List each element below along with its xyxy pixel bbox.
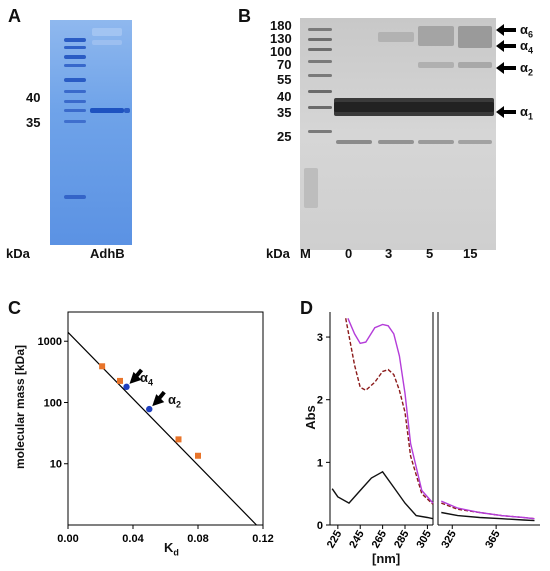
chart-d-series-line [441, 500, 535, 520]
chart-c-annotation-arrowhead [129, 371, 142, 384]
arrow-alpha4 [496, 40, 516, 52]
arrow-alpha1 [496, 106, 516, 118]
chart-d-ytick-label: 1 [317, 457, 323, 469]
marker-label-130: 130 [270, 31, 292, 46]
chart-c-point [123, 383, 130, 391]
chart-d-xlabel: [nm] [372, 551, 401, 566]
panel-a-letter: A [8, 6, 21, 26]
panel-c-letter: C [8, 298, 21, 318]
chart-c-ytick-label: 10 [50, 459, 62, 471]
marker-label-40b: 40 [277, 89, 292, 104]
marker-label-25: 25 [277, 129, 292, 144]
chart-d-xtick-label: 305 [414, 529, 434, 551]
species-alpha1: α1 [520, 104, 534, 122]
chart-d-xtick-label: 225 [325, 529, 345, 551]
lane-label-0: 0 [345, 246, 353, 261]
marker-label-180: 180 [270, 18, 292, 33]
marker-label-35b: 35 [277, 105, 292, 120]
chart-d-ytick-label: 2 [317, 395, 323, 407]
chart-c-annotation-alpha2: α2 [168, 392, 182, 410]
marker-label-70: 70 [277, 57, 292, 72]
chart-c-xtick-label: 0.04 [122, 533, 144, 545]
chart-c-annotation-alpha4: α4 [140, 370, 154, 388]
lane-label-adhb: AdhB [90, 246, 125, 261]
species-arrows [496, 24, 516, 118]
chart-c-point [195, 452, 201, 459]
gel-b [300, 18, 496, 250]
marker-label-100: 100 [270, 44, 292, 59]
chart-c-xtick-label: 0.12 [252, 533, 273, 545]
chart-c-point [146, 405, 153, 413]
species-alpha2: α2 [520, 60, 534, 78]
chart-c-xtick-label: 0.08 [187, 533, 208, 545]
chart-c-fit-line [67, 331, 257, 526]
chart-d-series-line [345, 318, 434, 505]
chart-d-ytick-label: 0 [317, 520, 323, 532]
chart-c-ylabel: molecular mass [kDa] [13, 344, 27, 470]
chart-c-xlabel: Kd [164, 540, 179, 558]
lane-label-15: 15 [463, 246, 478, 261]
chart-d: 0 1 2 3 225 245 265 285 305 325 365 [317, 312, 540, 551]
lane-label-5: 5 [426, 246, 434, 261]
species-alpha6: α6 [520, 22, 534, 40]
kda-label-a: kDa [6, 246, 30, 261]
arrow-alpha2 [496, 62, 516, 74]
chart-d-series-line [441, 511, 535, 522]
chart-c-ytick-label: 1000 [38, 336, 62, 348]
chart-d-series-line [441, 502, 535, 520]
chart-c-ytick-label: 100 [44, 397, 62, 409]
chart-d-xtick-label: 325 [439, 529, 459, 551]
chart-d-xtick-label: 265 [370, 529, 390, 551]
chart-c-point [117, 377, 123, 384]
chart-d-xtick-label: 285 [392, 529, 412, 551]
lane-label-3: 3 [385, 246, 393, 261]
chart-c-point [99, 363, 106, 370]
arrow-alpha6 [496, 24, 516, 36]
marker-label-40: 40 [26, 90, 41, 105]
species-alpha4: α4 [520, 38, 534, 56]
panel-b-letter: B [238, 6, 251, 26]
chart-c-xtick-label: 0.00 [57, 533, 78, 545]
chart-d-series-line [347, 318, 434, 504]
chart-d-ytick-label: 3 [317, 332, 323, 344]
chart-c-frame [67, 311, 264, 526]
chart-d-ylabel: Abs [302, 405, 318, 430]
kda-label-b: kDa [266, 246, 290, 261]
chart-c: 0.00 0.04 0.08 0.12 10 100 1000 [38, 311, 274, 545]
lane-label-m: M [300, 246, 311, 261]
chart-c-point [175, 436, 182, 443]
marker-label-55: 55 [277, 72, 292, 87]
gel-a [50, 20, 132, 245]
marker-label-35: 35 [26, 115, 41, 130]
chart-c-annotation-arrowhead [152, 394, 165, 407]
chart-d-series-line [331, 470, 434, 520]
chart-d-xtick-label: 245 [347, 529, 367, 551]
chart-d-xtick-label: 365 [483, 529, 503, 551]
panel-d-letter: D [300, 298, 313, 318]
